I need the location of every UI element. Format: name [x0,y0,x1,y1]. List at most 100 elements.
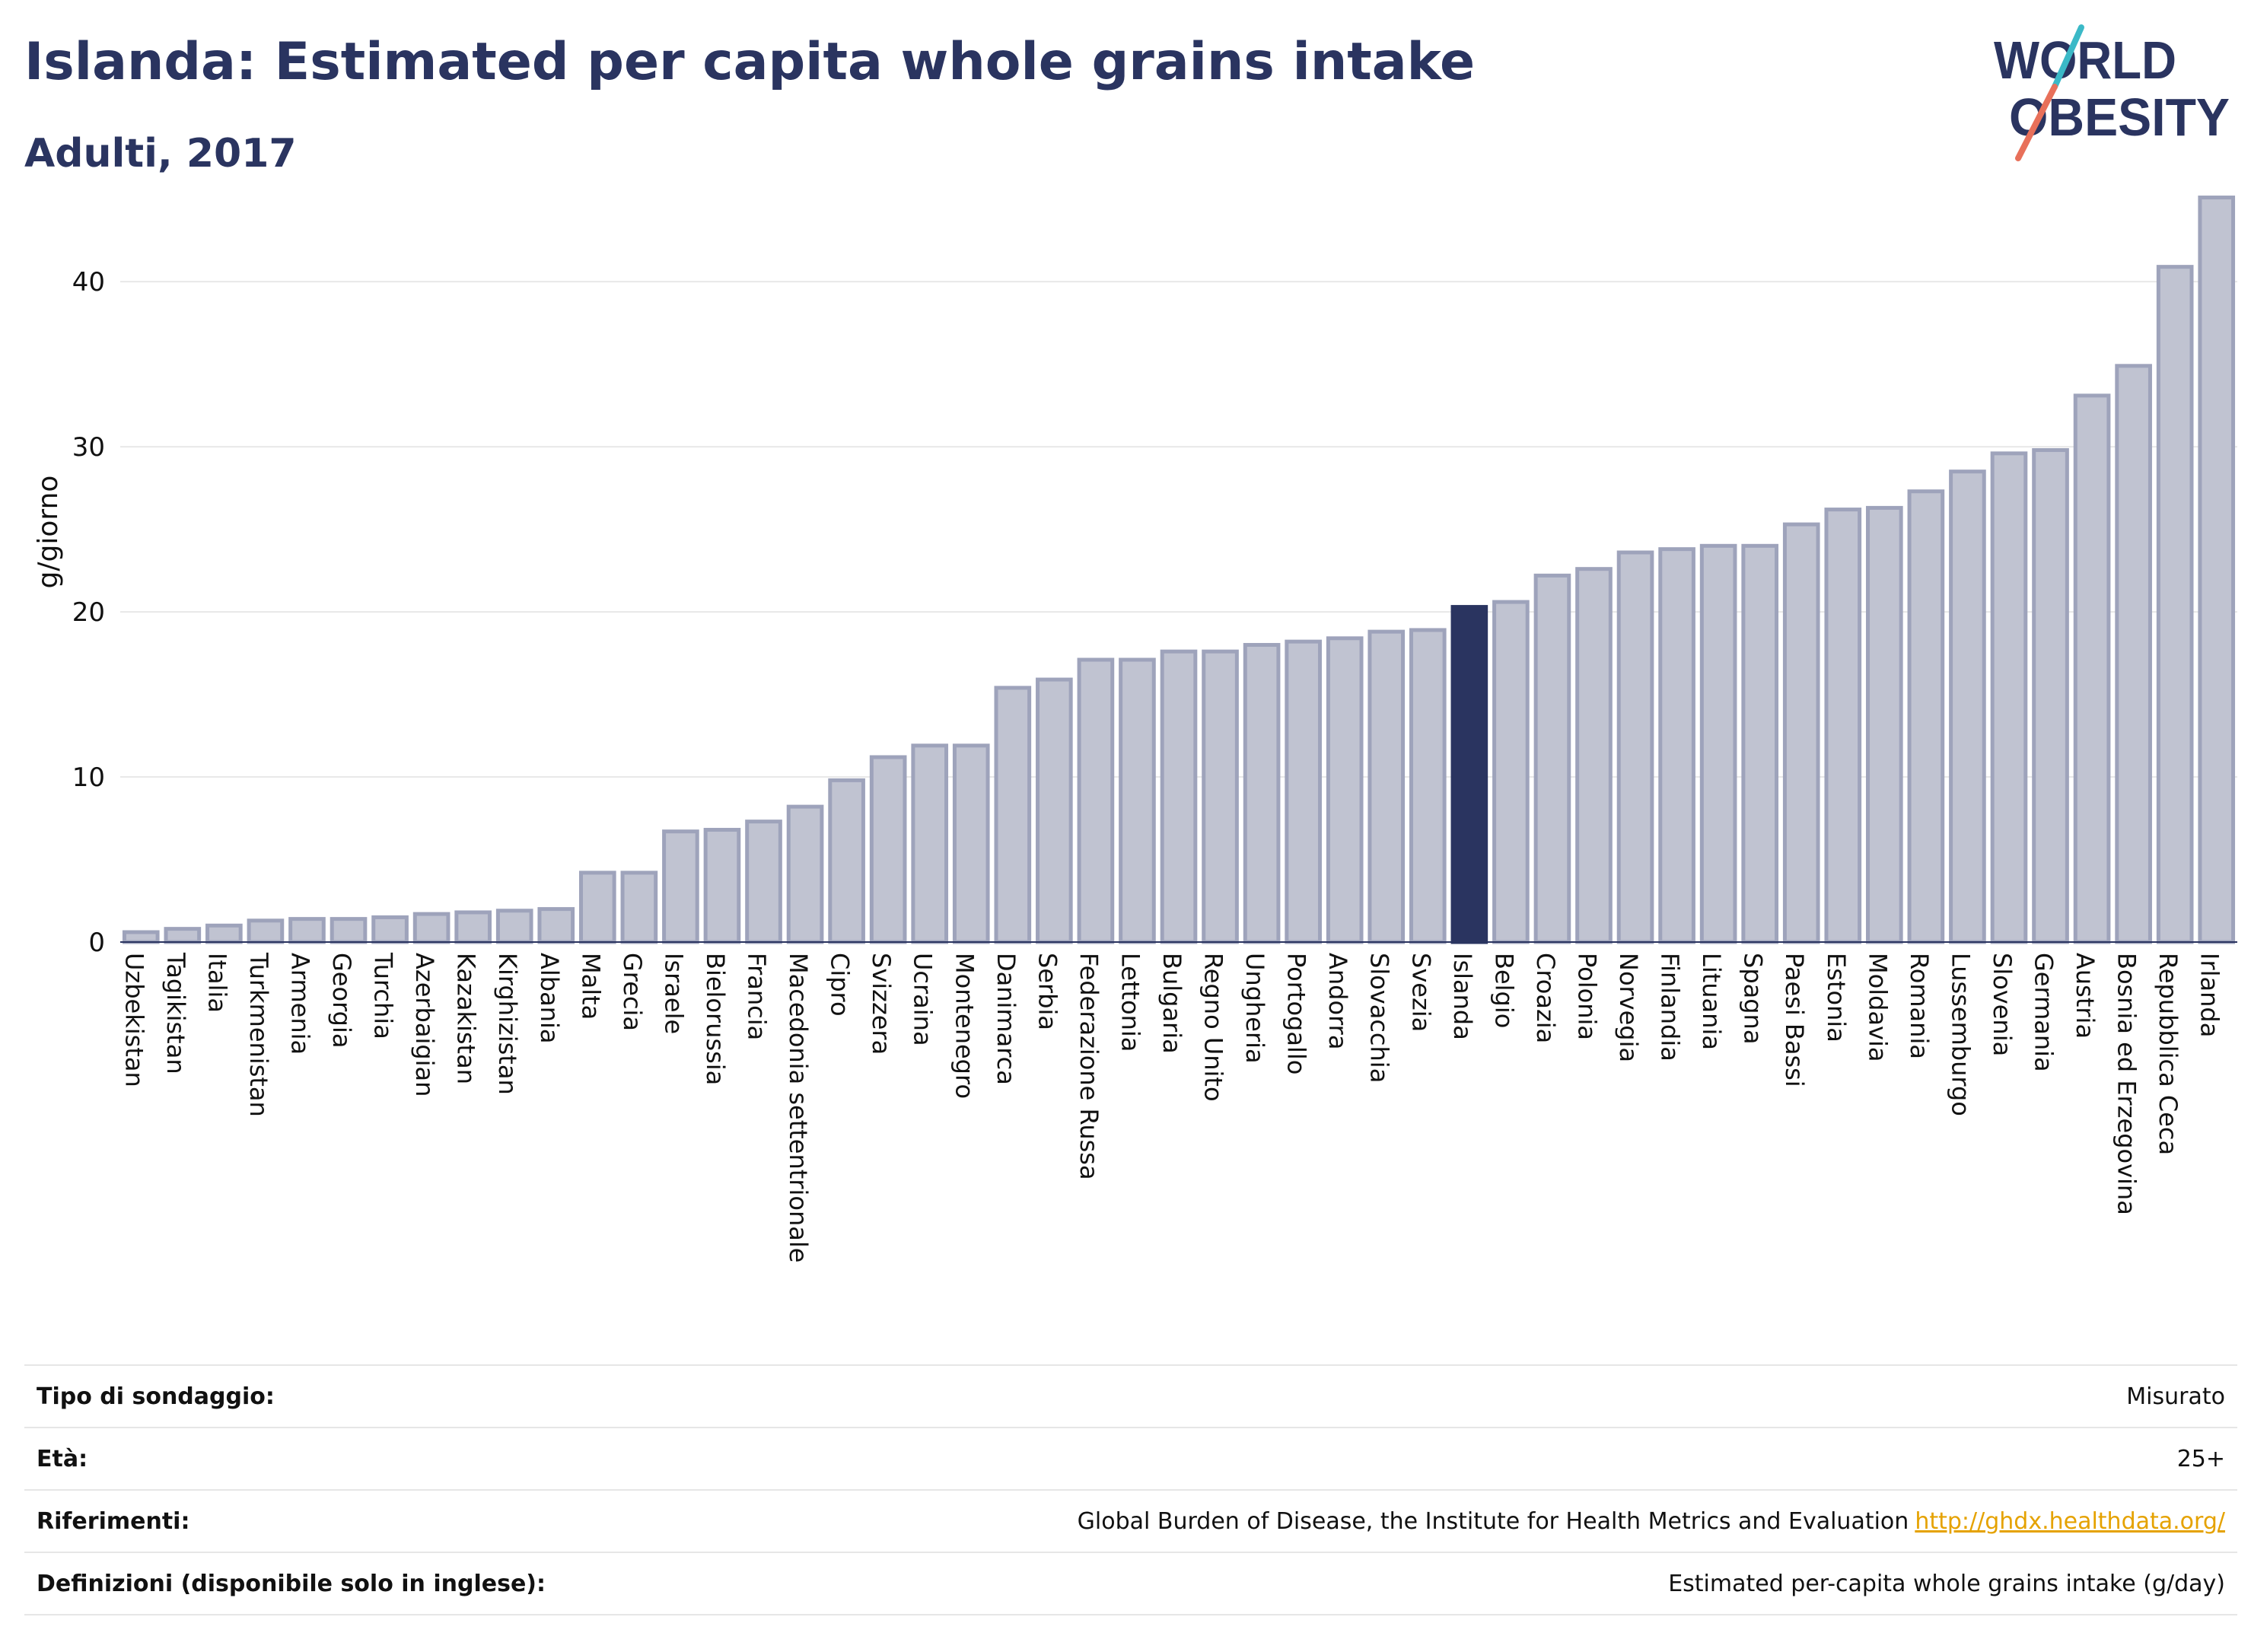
bar[interactable] [164,927,202,944]
x-tick-label: Slovacchia [1365,953,1394,1083]
bar[interactable] [786,804,824,944]
x-tick-label: Turkmenistan [244,952,273,1117]
bar[interactable] [1741,543,1779,944]
bar[interactable] [205,923,243,944]
x-tick-labels: Uzbekistan Tagikistan Italia Turkmenistan Ar… [119,952,2224,1262]
bar[interactable] [1243,642,1281,944]
bar[interactable] [662,829,699,944]
x-tick-label: Ucraina [909,953,938,1046]
info-label: Riferimenti: [24,1489,717,1552]
bar[interactable] [620,871,658,944]
bar[interactable] [330,917,368,944]
x-tick-label: Bielorussia [701,953,730,1085]
info-value: Estimated per-capita whole grains intake… [716,1552,2237,1615]
logo-word-world: WORLD [1994,30,2176,90]
x-tick-label: Finlandia [1656,953,1685,1062]
x-tick-label: Albania [535,953,564,1043]
bar[interactable] [2073,393,2111,944]
x-tick-label: Romania [1905,953,1934,1059]
bar[interactable] [412,912,451,944]
x-tick-label: Italia [202,953,231,1013]
bar[interactable] [371,915,409,944]
bar-highlighted[interactable] [1450,605,1488,944]
bar[interactable] [869,755,907,944]
bar[interactable] [578,871,616,944]
x-tick-label: Israele [659,953,688,1034]
y-tick-labels: 0 10 20 30 40 [72,267,105,958]
x-tick-label: Francia [743,953,772,1040]
bar[interactable] [1782,522,1820,944]
logo-slash-coral [2015,84,2058,161]
info-value: Misurato [716,1364,2237,1428]
bar[interactable] [1077,657,1115,944]
x-tick-label: Federazione Russa [1075,953,1103,1180]
x-tick-label: Uzbekistan [119,953,148,1087]
bar[interactable] [1616,550,1654,944]
bar[interactable] [1326,636,1364,944]
bars [122,196,2236,944]
bar[interactable] [288,917,326,944]
bar[interactable] [2115,364,2152,944]
bar[interactable] [828,778,865,944]
bar[interactable] [537,907,575,944]
bar[interactable] [2032,447,2069,944]
bar[interactable] [1699,543,1737,944]
bar[interactable] [1575,567,1613,944]
x-tick-label: Austria [2071,953,2100,1039]
x-tick-label: Norvegia [1614,953,1643,1062]
bar[interactable] [247,918,285,944]
x-tick-label: Danimarca [992,953,1020,1085]
y-tick-label: 20 [72,597,105,628]
x-tick-label: Svezia [1406,953,1435,1032]
x-tick-label: Moldavia [1863,953,1892,1062]
bar[interactable] [1824,508,1862,944]
page-title: Islanda: Estimated per capita whole grai… [24,32,1476,92]
x-tick-label: Polonia [1572,953,1601,1040]
x-tick-label: Serbia [1033,953,1062,1030]
info-value: 25+ [716,1427,2237,1490]
bar[interactable] [1492,600,1530,944]
x-tick-label: Estonia [1822,953,1851,1042]
bar[interactable] [1866,505,1903,944]
x-tick-label: Germania [2030,953,2058,1072]
info-row-age: Età: 25+ [24,1427,2237,1490]
bar[interactable] [703,827,741,944]
bar[interactable] [1160,649,1198,944]
bar[interactable] [1285,639,1322,944]
y-tick-label: 10 [72,762,105,793]
bar[interactable] [994,686,1032,944]
bar[interactable] [745,820,782,944]
bar[interactable] [1533,573,1571,944]
bar[interactable] [1202,649,1239,944]
bar[interactable] [1119,657,1156,944]
bar[interactable] [122,930,160,944]
x-tick-label: Montenegro [950,953,979,1099]
page-subtitle: Adulti, 2017 [24,131,297,177]
bar[interactable] [1036,677,1073,944]
bar[interactable] [1990,451,2028,944]
bar[interactable] [454,910,492,944]
bar[interactable] [1949,469,1986,944]
bar[interactable] [1409,628,1447,944]
x-tick-label: Slovenia [1988,953,2017,1056]
bar[interactable] [1907,489,1945,944]
y-axis-label: g/giorno [33,476,64,589]
info-label: Età: [24,1427,717,1490]
x-tick-label: Andorra [1323,953,1352,1049]
bar[interactable] [911,743,949,944]
bar[interactable] [952,743,990,944]
info-row-definitions: Definizioni (disponibile solo in inglese… [24,1552,2237,1615]
x-tick-label: Lettonia [1116,953,1145,1052]
bar[interactable] [2198,196,2236,944]
bar[interactable] [2156,265,2194,944]
bar[interactable] [495,909,533,944]
x-tick-label: Belgio [1489,953,1518,1028]
info-row-references: Riferimenti: Global Burden of Disease, t… [24,1489,2237,1552]
x-tick-label: Azerbaigian [410,953,439,1097]
bar[interactable] [1367,629,1406,944]
bar[interactable] [1658,547,1695,944]
x-tick-label: Grecia [618,953,647,1031]
x-tick-label: Tagikistan [161,952,190,1074]
reference-link[interactable]: http://ghdx.healthdata.org/ [1915,1507,2225,1535]
bar-chart: 0 10 20 30 40 Uzbekistan Tagikistan Italia Turk… [33,196,2237,1262]
